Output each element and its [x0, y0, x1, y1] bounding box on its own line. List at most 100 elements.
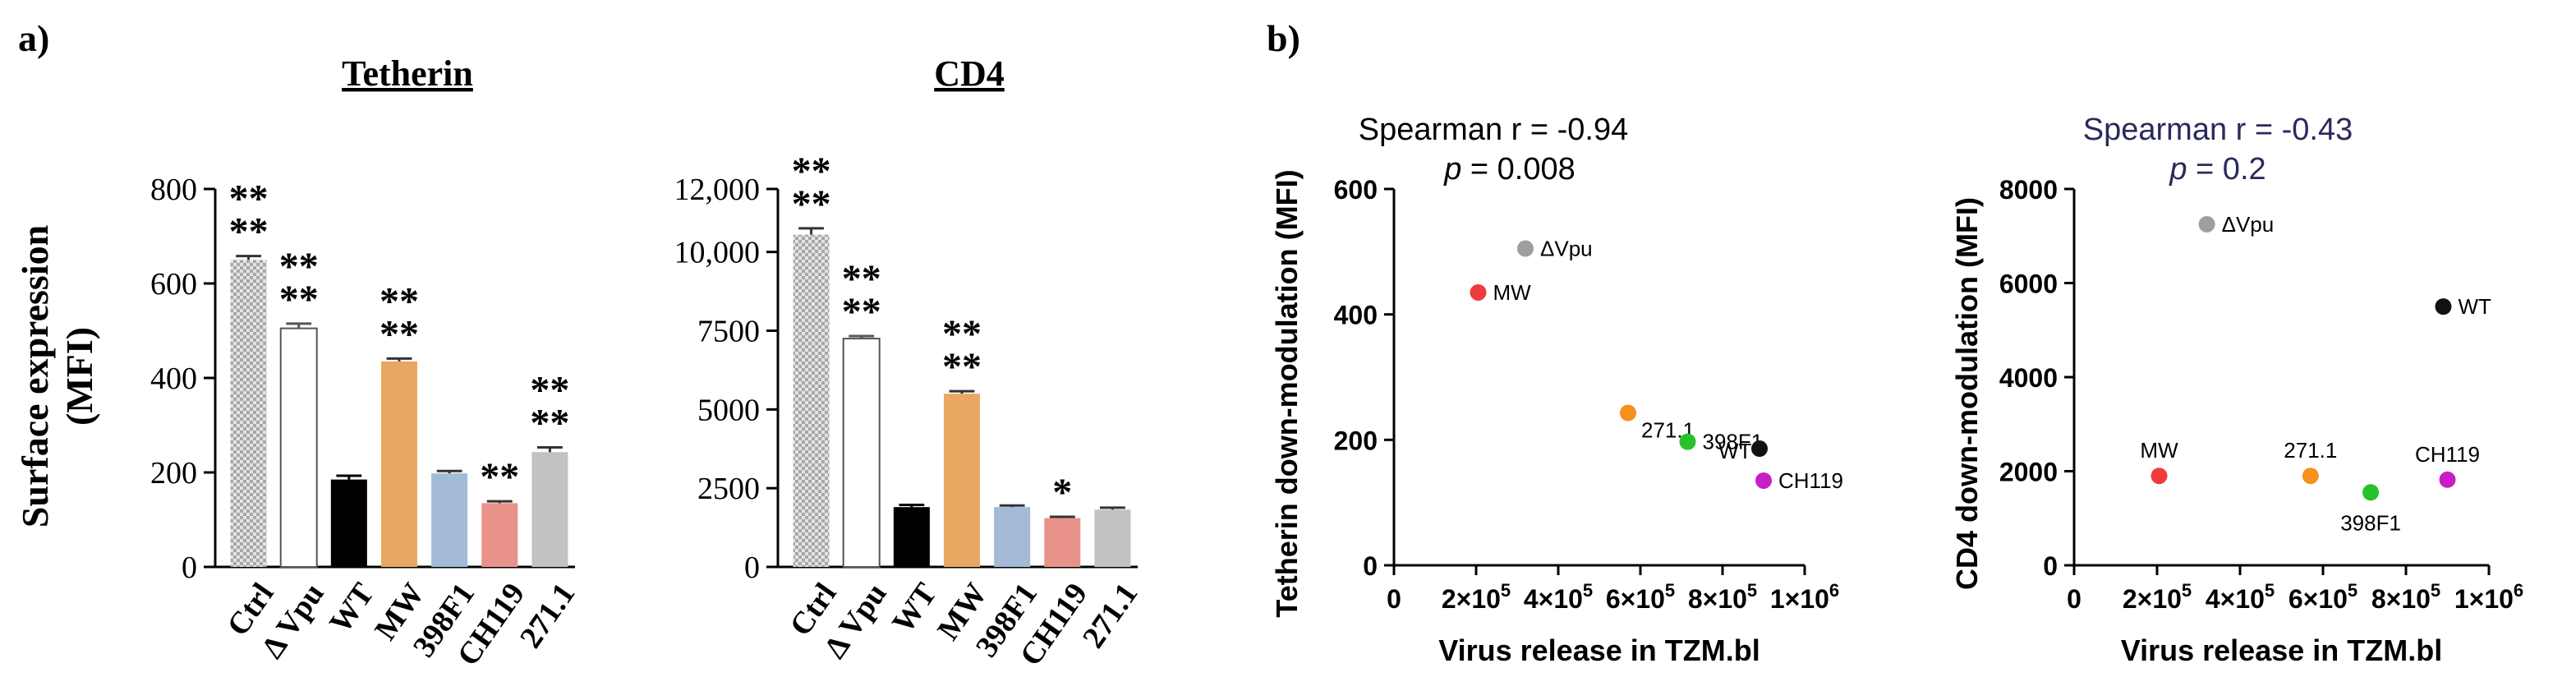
bar-y-axis-label-line1: Surface expression [14, 225, 56, 527]
tick-exponent: 6 [2514, 580, 2523, 601]
cd4-significance-label: ** [842, 290, 881, 334]
tetherin-bar [330, 479, 367, 567]
cd4-y-tick-label: 7500 [697, 315, 760, 349]
tick-base: 0 [1387, 584, 1401, 614]
tetherin-bar [481, 503, 518, 567]
scatter-tetherin-spearman: Spearman r = -0.94 [1359, 113, 1628, 147]
tick-base: 6×10 [1606, 584, 1665, 614]
scatter-tetherin-x-tick-label: 1×106 [1770, 580, 1839, 614]
scatter-tetherin-pvalue: p = 0.008 [1443, 152, 1576, 187]
scatter-cd4-y-tick-label: 6000 [1999, 269, 2058, 299]
scatter-cd4-x-tick-label: 8×105 [2371, 580, 2440, 614]
tetherin-significance-label: ** [380, 279, 419, 323]
tick-exponent: 5 [1665, 580, 1675, 601]
cd4-bar [994, 507, 1031, 567]
scatter-cd4-x-tick-label: 6×105 [2288, 580, 2358, 614]
cd4-title: CD4 [934, 53, 1005, 94]
tick-base: 6×10 [2288, 584, 2348, 614]
scatter-tetherin-point-label: ΔVpu [1540, 237, 1593, 261]
tetherin-significance-label: ** [279, 278, 319, 321]
p-symbol: p [1443, 152, 1461, 187]
bar-y-axis-label-line2: (MFI) [58, 327, 100, 426]
cd4-category-label: 271.1 [1076, 577, 1144, 654]
scatter-tetherin-x-axis-label: Virus release in TZM.bl [1438, 633, 1760, 667]
tick-base: 4×10 [2206, 584, 2265, 614]
scatter-tetherin-point [1755, 472, 1772, 489]
tick-exponent: 5 [2265, 580, 2275, 601]
tetherin-significance-label: ** [229, 177, 269, 221]
scatter-cd4-point-label: 271.1 [2284, 438, 2337, 463]
scatter-cd4-point [2302, 468, 2319, 485]
tetherin-bar [531, 452, 568, 567]
scatter-tetherin-point [1517, 240, 1534, 257]
scatter-cd4-point [2198, 215, 2215, 233]
tetherin-significance-label: ** [480, 455, 519, 499]
scatter-tetherin-y-tick-label: 0 [1363, 551, 1378, 581]
scatter-tetherin-point [1751, 440, 1768, 458]
cd4-bar [943, 394, 981, 567]
scatter-cd4-x-tick-label: 2×105 [2123, 580, 2192, 614]
scatter-cd4-point-label: ΔVpu [2222, 212, 2275, 237]
cd4-significance-label: ** [942, 345, 982, 389]
tick-base: 4×10 [1524, 584, 1583, 614]
panel-b-label: b) [1267, 17, 1300, 59]
tetherin-significance-label: ** [530, 402, 569, 445]
scatter-tetherin-point-label: CH119 [1778, 468, 1843, 493]
scatter-cd4-y-tick-label: 0 [2043, 551, 2058, 581]
scatter-tetherin-y-tick-label: 200 [1334, 426, 1378, 455]
cd4-y-tick-label: 12,000 [674, 173, 761, 207]
scatter-tetherin-x-tick-label: 8×105 [1688, 580, 1757, 614]
scatter-tetherin-y-tick-label: 400 [1334, 301, 1378, 330]
tetherin-bar [431, 473, 468, 567]
tick-exponent: 5 [2348, 580, 2358, 601]
scatter-cd4-y-tick-label: 4000 [1999, 363, 2058, 393]
scatter-cd4-point [2150, 468, 2168, 485]
panel-a-label: a) [18, 17, 49, 59]
cd4-y-tick-label: 2500 [697, 472, 760, 506]
tick-exponent: 5 [1747, 580, 1757, 601]
tick-base: 0 [2067, 584, 2082, 614]
scatter-cd4-spearman: Spearman r = -0.43 [2083, 113, 2353, 147]
scatter-cd4-point-label: MW [2140, 438, 2178, 463]
tick-base: 1×10 [1770, 584, 1829, 614]
cd4-significance-label: ** [792, 182, 831, 226]
p-value: = 0.008 [1461, 152, 1575, 187]
scatter-tetherin-point-label: MW [1493, 280, 1532, 305]
tick-base: 8×10 [1688, 584, 1747, 614]
scatter-tetherin-x-tick-label: 4×105 [1524, 580, 1593, 614]
scatter-tetherin-point [1679, 433, 1696, 450]
tetherin-significance-label: ** [279, 245, 319, 288]
scatter-tetherin-x-tick-label: 0 [1387, 584, 1401, 614]
tetherin-title: Tetherin [342, 53, 473, 94]
cd4-significance-label: ** [792, 150, 831, 193]
scatter-cd4-point [2362, 484, 2380, 501]
tick-exponent: 5 [1583, 580, 1593, 601]
p-symbol: p [2169, 152, 2187, 187]
tick-base: 2×10 [1442, 584, 1501, 614]
tick-exponent: 5 [1501, 580, 1511, 601]
tetherin-significance-label: ** [530, 369, 569, 412]
cd4-bar [893, 507, 930, 567]
tick-base: 8×10 [2371, 584, 2431, 614]
scatter-cd4-y-tick-label: 2000 [1999, 458, 2058, 487]
cd4-bar [793, 234, 830, 567]
scatter-cd4-x-tick-label: 0 [2067, 584, 2082, 614]
scatter-cd4-point-label: 398F1 [2340, 510, 2401, 535]
tetherin-bar [279, 327, 318, 568]
scatter-cd4-point-label: WT [2458, 294, 2491, 319]
tetherin-y-tick-label: 0 [182, 550, 197, 585]
scatter-cd4-x-tick-label: 1×106 [2454, 580, 2523, 614]
scatter-cd4-pvalue: p = 0.2 [2169, 152, 2266, 187]
scatter-cd4-x-axis-label: Virus release in TZM.bl [2121, 633, 2442, 667]
scatter-tetherin-point-label: WT [1718, 439, 1752, 463]
scatter-cd4-point-label: CH119 [2415, 442, 2480, 467]
scatter-cd4-y-axis-label: CD4 down-modulation (MFI) [1950, 197, 1984, 590]
tick-base: 2×10 [2123, 584, 2182, 614]
tetherin-y-tick-label: 800 [150, 173, 197, 207]
cd4-bar [842, 338, 881, 568]
